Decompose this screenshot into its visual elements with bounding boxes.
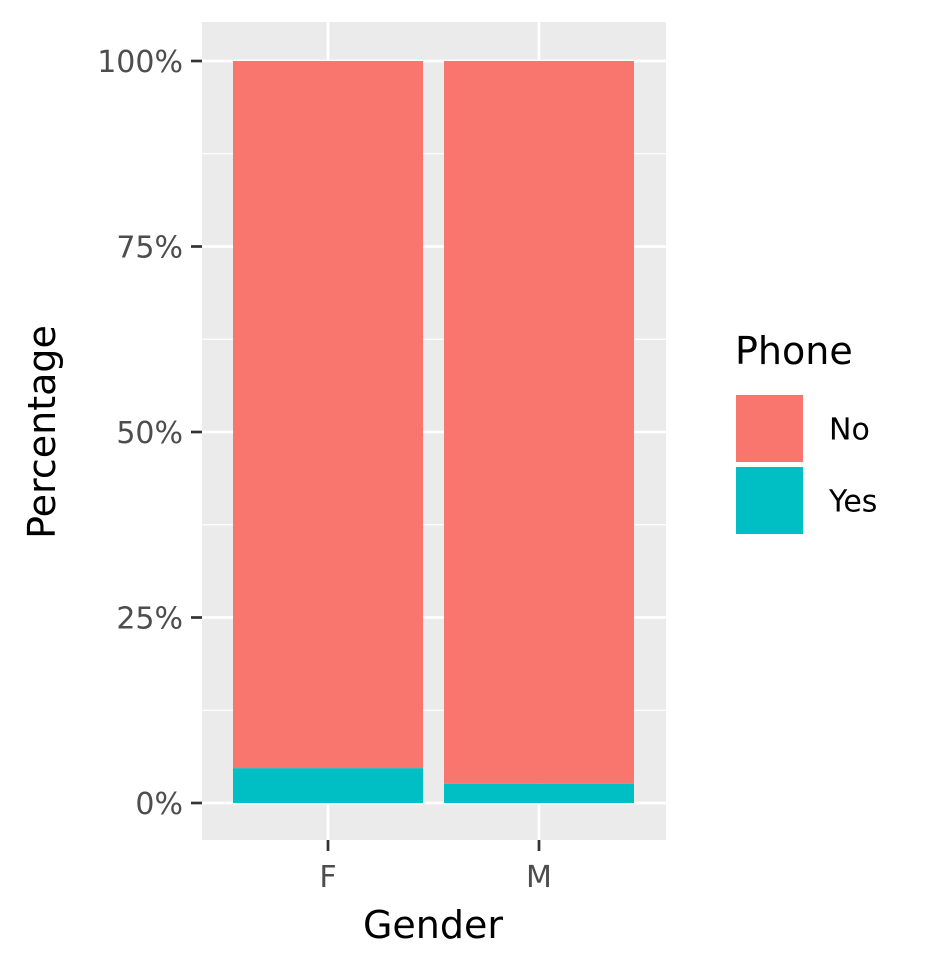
legend-key-no bbox=[734, 393, 805, 464]
bar-f-no bbox=[233, 61, 423, 769]
y-tick-label: 100% bbox=[97, 45, 183, 80]
y-tick-label: 50% bbox=[116, 416, 183, 451]
bar-m-yes bbox=[444, 783, 634, 803]
bars bbox=[233, 61, 634, 803]
legend-entries: No Yes bbox=[734, 393, 877, 536]
x-tick-label: F bbox=[319, 860, 336, 895]
x-tick-label: M bbox=[526, 860, 552, 895]
bar-m-no bbox=[444, 61, 634, 784]
legend-key-yes bbox=[734, 465, 805, 536]
y-tick-label: 75% bbox=[116, 231, 183, 266]
bar-f-yes bbox=[233, 768, 423, 803]
legend: Phone No Yes bbox=[734, 329, 877, 536]
legend-label-yes: Yes bbox=[828, 485, 877, 520]
x-axis-title: Gender bbox=[363, 903, 503, 947]
legend-title: Phone bbox=[735, 329, 853, 373]
y-tick-label: 25% bbox=[116, 602, 183, 637]
y-axis-title: Percentage bbox=[20, 325, 64, 539]
axes: 0% 25% 50% 75% 100% F M bbox=[97, 45, 552, 895]
y-tick-label: 0% bbox=[135, 787, 183, 822]
legend-label-no: No bbox=[829, 413, 870, 448]
